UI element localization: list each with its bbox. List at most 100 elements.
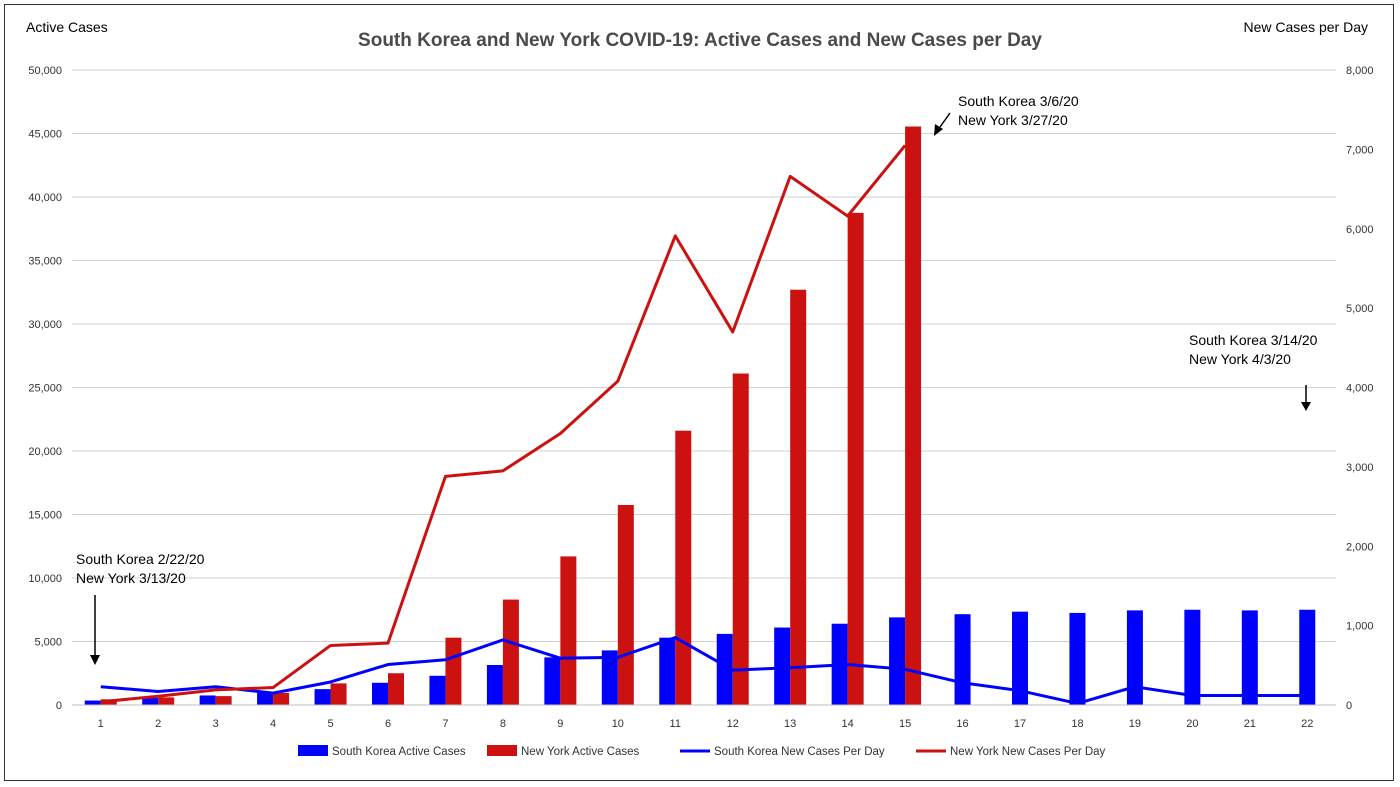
- annotation-2-arrow: [939, 112, 951, 128]
- y2-tick-label: 4,000: [1346, 383, 1374, 395]
- annotation-1-arrowhead: [90, 655, 100, 665]
- legend-swatch-ny-active: [487, 745, 517, 756]
- bar-new-york-active: [330, 683, 347, 705]
- line-new-york-new-cases: [100, 144, 907, 704]
- bar-south-korea-active: [199, 695, 216, 705]
- x-tick-label: 10: [612, 718, 624, 730]
- annotation-3-line-1: South Korea 3/14/20: [1189, 332, 1318, 348]
- x-tick-label: 22: [1301, 718, 1313, 730]
- y-tick-label: 45,000: [28, 129, 62, 141]
- legend: South Korea Active Cases New York Active…: [298, 745, 1106, 758]
- y2-tick-label: 0: [1346, 700, 1352, 712]
- x-tick-label: 8: [500, 718, 506, 730]
- bar-new-york-active: [445, 637, 462, 705]
- bar-south-korea-active: [1184, 609, 1201, 705]
- annotation-3: South Korea 3/14/20 New York 4/3/20: [1189, 332, 1318, 411]
- x-tick-label: 17: [1014, 718, 1026, 730]
- bar-new-york-active: [158, 697, 175, 705]
- x-tick-label: 21: [1244, 718, 1256, 730]
- bar-south-korea-active: [716, 633, 733, 705]
- y-tick-label: 5,000: [34, 637, 62, 649]
- chart-title: South Korea and New York COVID-19: Activ…: [358, 30, 1042, 51]
- bar-south-korea-active: [372, 682, 388, 705]
- bar-south-korea-active: [544, 657, 561, 705]
- bar-new-york-active: [675, 430, 692, 705]
- bar-new-york-active: [617, 504, 634, 705]
- annotation-2-line-2: New York 3/27/20: [958, 112, 1068, 128]
- bar-south-korea-active: [601, 650, 618, 705]
- x-tick-label: 6: [385, 718, 391, 730]
- y2-tick-label: 3,000: [1346, 462, 1374, 474]
- bar-new-york-active: [388, 673, 404, 705]
- x-tick-label: 13: [784, 718, 796, 730]
- annotation-1-line-1: South Korea 2/22/20: [76, 551, 205, 567]
- y2-tick-label: 8,000: [1346, 65, 1374, 77]
- y2-tick-label: 2,000: [1346, 541, 1374, 553]
- bar-new-york-active: [847, 212, 864, 705]
- y-tick-label: 10,000: [28, 573, 62, 585]
- bar-south-korea-active: [1126, 610, 1143, 705]
- bar-new-york-active: [502, 599, 519, 705]
- bar-new-york-active: [560, 556, 577, 705]
- annotation-3-line-2: New York 4/3/20: [1189, 351, 1291, 367]
- bar-south-korea-active: [1069, 612, 1086, 705]
- bar-south-korea-active: [1241, 610, 1258, 705]
- legend-swatch-sk-active: [298, 745, 328, 756]
- x-tick-label: 16: [956, 718, 968, 730]
- annotation-2: South Korea 3/6/20 New York 3/27/20: [934, 93, 1079, 136]
- bars: [84, 126, 1316, 705]
- bar-south-korea-active: [142, 698, 159, 705]
- x-tick-label: 4: [270, 718, 276, 730]
- bar-new-york-active: [215, 696, 232, 705]
- x-tick-label: 12: [727, 718, 739, 730]
- bar-south-korea-active: [486, 664, 503, 705]
- annotation-1-line-2: New York 3/13/20: [76, 570, 186, 586]
- y2-tick-label: 5,000: [1346, 303, 1374, 315]
- x-tick-label: 20: [1186, 718, 1198, 730]
- x-tick-label: 3: [213, 718, 219, 730]
- bar-south-korea-active: [257, 691, 274, 705]
- line-south-korea-new-cases: [100, 636, 1308, 705]
- x-tick-label: 5: [327, 718, 333, 730]
- bar-south-korea-active: [1012, 611, 1028, 705]
- y-tick-label: 35,000: [28, 256, 62, 268]
- x-tick-label: 15: [899, 718, 911, 730]
- bar-south-korea-active: [954, 614, 971, 705]
- x-tick-label: 18: [1071, 718, 1083, 730]
- bar-south-korea-active: [889, 617, 906, 705]
- y2-tick-label: 6,000: [1346, 224, 1374, 236]
- lines: [100, 144, 1308, 705]
- bar-new-york-active: [732, 373, 749, 705]
- axes: 0 5,000 10,000 15,000 20,000 2 5,000 30,000 35,0…: [28, 65, 1373, 730]
- x-tick-label: 2: [155, 718, 161, 730]
- bar-south-korea-active: [429, 675, 446, 705]
- y2-tick-label: 1,000: [1346, 621, 1374, 633]
- bar-south-korea-active: [314, 689, 331, 705]
- bar-south-korea-active: [1299, 609, 1316, 705]
- y2-axis-title: New Cases per Day: [1244, 19, 1369, 35]
- y-axis-title: Active Cases: [26, 19, 108, 35]
- x-tick-label: 11: [670, 718, 681, 730]
- legend-label-sk-new: South Korea New Cases Per Day: [714, 746, 885, 758]
- annotation-2-line-1: South Korea 3/6/20: [958, 93, 1079, 109]
- x-tick-label: 19: [1129, 718, 1141, 730]
- x-tick-label: 14: [842, 718, 854, 730]
- y-tick-label: 20,000: [28, 446, 62, 458]
- y-tick-label: 30,000: [28, 319, 62, 331]
- bar-south-korea-active: [774, 627, 791, 705]
- legend-label-ny-new: New York New Cases Per Day: [950, 746, 1106, 758]
- annotation-3-arrowhead: [1301, 402, 1311, 411]
- y-tick-label: 0: [56, 700, 62, 712]
- x-tick-label: 9: [557, 718, 563, 730]
- y-tick-label: 50,000: [28, 65, 62, 77]
- y-tick-label: 15,000: [28, 510, 62, 522]
- bar-new-york-active: [905, 126, 922, 705]
- y2-tick-label: 7,000: [1346, 144, 1374, 156]
- bar-south-korea-active: [659, 637, 676, 705]
- x-tick-label: 1: [98, 718, 104, 730]
- x-tick-label: 7: [442, 718, 448, 730]
- y-tick-label: 40,000: [28, 192, 62, 204]
- annotation-1: South Korea 2/22/20 New York 3/13/20: [76, 551, 205, 665]
- annotation-2-arrowhead: [934, 124, 943, 136]
